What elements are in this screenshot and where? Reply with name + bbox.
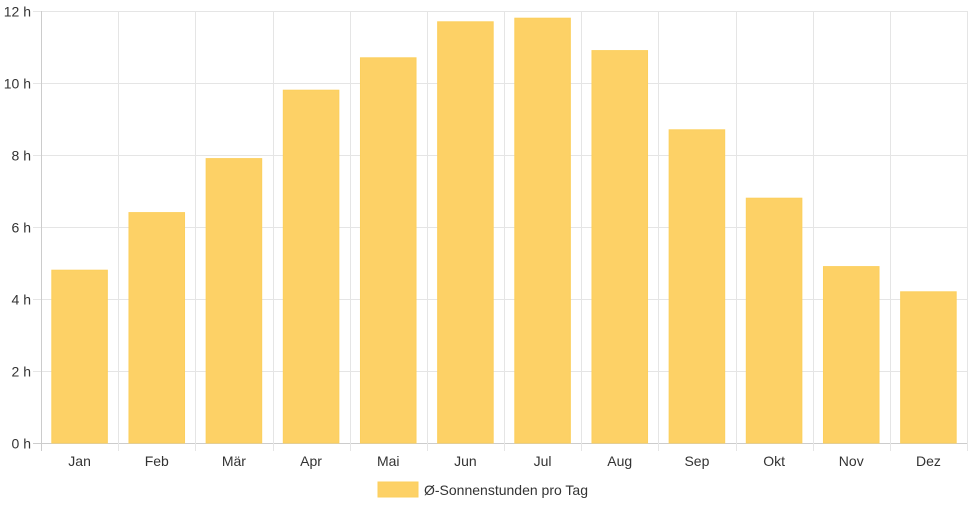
bar-sep[interactable] <box>668 129 726 444</box>
bar-okt[interactable] <box>745 197 803 444</box>
y-tick-label: 10 h <box>4 76 31 92</box>
axes: 0 h 2 h 4 h 6 h 8 h 10 h 12 h Jan Feb Mär Apr Mai Ju… <box>4 4 941 470</box>
bar-feb[interactable] <box>128 212 186 444</box>
x-tick-label: Mai <box>377 453 400 469</box>
x-tick-label: Okt <box>763 453 785 469</box>
y-tick-label: 4 h <box>12 292 31 308</box>
y-tick-label: 2 h <box>12 364 31 380</box>
legend-label[interactable]: Ø-Sonnenstunden pro Tag <box>424 482 588 498</box>
x-tick-label: Sep <box>684 453 709 469</box>
legend-swatch[interactable] <box>377 481 419 498</box>
y-tick-label: 6 h <box>12 220 31 236</box>
bar-mai[interactable] <box>359 57 417 444</box>
x-tick-label: Aug <box>607 453 632 469</box>
bar-aug[interactable] <box>591 50 649 444</box>
bar-jun[interactable] <box>437 21 494 444</box>
bar-jan[interactable] <box>51 269 108 444</box>
x-tick-label: Jul <box>534 453 552 469</box>
y-tick-label: 12 h <box>4 4 31 20</box>
x-tick-label: Feb <box>145 453 169 469</box>
bar-apr[interactable] <box>282 89 340 444</box>
legend[interactable]: Ø-Sonnenstunden pro Tag <box>377 481 588 498</box>
x-tick-label: Jun <box>454 453 477 469</box>
x-tick-label: Apr <box>300 453 322 469</box>
x-tick-label: Nov <box>839 453 864 469</box>
bar-jul[interactable] <box>514 17 571 444</box>
y-tick-label: 0 h <box>12 436 31 452</box>
x-tick-label: Jan <box>68 453 91 469</box>
grid <box>33 11 968 451</box>
y-tick-label: 8 h <box>12 148 31 164</box>
bar-nov[interactable] <box>822 266 880 444</box>
bar-mär[interactable] <box>205 158 263 444</box>
x-tick-label: Dez <box>916 453 941 469</box>
bar-dez[interactable] <box>900 291 957 444</box>
x-tick-label: Mär <box>222 453 246 469</box>
bars <box>51 17 957 444</box>
